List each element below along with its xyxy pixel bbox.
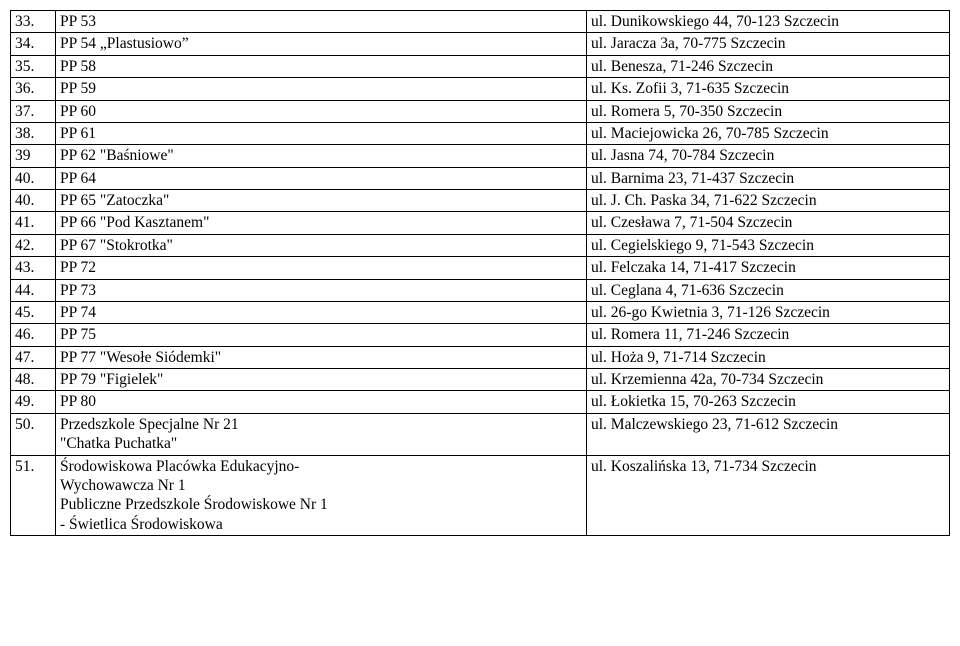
row-address: ul. Łokietka 15, 70-263 Szczecin: [587, 391, 950, 413]
row-number: 40.: [11, 190, 56, 212]
row-number: 44.: [11, 279, 56, 301]
table-row: 40.PP 64ul. Barnima 23, 71-437 Szczecin: [11, 167, 950, 189]
row-address: ul. Romera 5, 70-350 Szczecin: [587, 100, 950, 122]
row-address: ul. Ceglana 4, 71-636 Szczecin: [587, 279, 950, 301]
row-name: Przedszkole Specjalne Nr 21"Chatka Pucha…: [56, 413, 587, 455]
row-name: PP 62 "Baśniowe": [56, 145, 587, 167]
row-name: PP 58: [56, 55, 587, 77]
row-address: ul. Koszalińska 13, 71-734 Szczecin: [587, 455, 950, 536]
row-number: 46.: [11, 324, 56, 346]
row-address: ul. Czesława 7, 71-504 Szczecin: [587, 212, 950, 234]
row-number: 35.: [11, 55, 56, 77]
table-row: 35.PP 58ul. Benesza, 71-246 Szczecin: [11, 55, 950, 77]
row-number: 36.: [11, 78, 56, 100]
table-row: 40.PP 65 "Zatoczka"ul. J. Ch. Paska 34, …: [11, 190, 950, 212]
row-address: ul. Hoża 9, 71-714 Szczecin: [587, 346, 950, 368]
table-row: 37.PP 60ul. Romera 5, 70-350 Szczecin: [11, 100, 950, 122]
row-name: PP 74: [56, 301, 587, 323]
table-row: 49.PP 80ul. Łokietka 15, 70-263 Szczecin: [11, 391, 950, 413]
table-row: 50.Przedszkole Specjalne Nr 21"Chatka Pu…: [11, 413, 950, 455]
table-row: 43.PP 72ul. Felczaka 14, 71-417 Szczecin: [11, 257, 950, 279]
table-row: 36.PP 59ul. Ks. Zofii 3, 71-635 Szczecin: [11, 78, 950, 100]
row-number: 38.: [11, 122, 56, 144]
row-name: PP 67 "Stokrotka": [56, 234, 587, 256]
row-address: ul. Cegielskiego 9, 71-543 Szczecin: [587, 234, 950, 256]
row-number: 40.: [11, 167, 56, 189]
row-address: ul. Jaracza 3a, 70-775 Szczecin: [587, 33, 950, 55]
row-number: 49.: [11, 391, 56, 413]
row-number: 41.: [11, 212, 56, 234]
row-name: PP 73: [56, 279, 587, 301]
row-name: PP 79 "Figielek": [56, 369, 587, 391]
table-row: 33.PP 53ul. Dunikowskiego 44, 70-123 Szc…: [11, 11, 950, 33]
table-row: 45.PP 74ul. 26-go Kwietnia 3, 71-126 Szc…: [11, 301, 950, 323]
table-row: 46.PP 75ul. Romera 11, 71-246 Szczecin: [11, 324, 950, 346]
table-row: 38.PP 61ul. Maciejowicka 26, 70-785 Szcz…: [11, 122, 950, 144]
row-number: 50.: [11, 413, 56, 455]
row-address: ul. Dunikowskiego 44, 70-123 Szczecin: [587, 11, 950, 33]
table-row: 34.PP 54 „Plastusiowo”ul. Jaracza 3a, 70…: [11, 33, 950, 55]
row-number: 51.: [11, 455, 56, 536]
table-row: 42.PP 67 "Stokrotka"ul. Cegielskiego 9, …: [11, 234, 950, 256]
row-name: PP 64: [56, 167, 587, 189]
row-name: PP 53: [56, 11, 587, 33]
row-number: 39: [11, 145, 56, 167]
table-row: 51.Środowiskowa Placówka Edukacyjno-Wych…: [11, 455, 950, 536]
row-number: 33.: [11, 11, 56, 33]
row-address: ul. Barnima 23, 71-437 Szczecin: [587, 167, 950, 189]
row-name: PP 60: [56, 100, 587, 122]
row-name: PP 72: [56, 257, 587, 279]
row-name: PP 59: [56, 78, 587, 100]
row-address: ul. Benesza, 71-246 Szczecin: [587, 55, 950, 77]
row-address: ul. Malczewskiego 23, 71-612 Szczecin: [587, 413, 950, 455]
row-name: PP 75: [56, 324, 587, 346]
row-name: Środowiskowa Placówka Edukacyjno-Wychowa…: [56, 455, 587, 536]
row-number: 37.: [11, 100, 56, 122]
row-name: PP 54 „Plastusiowo”: [56, 33, 587, 55]
table-row: 47.PP 77 "Wesołe Siódemki"ul. Hoża 9, 71…: [11, 346, 950, 368]
table-row: 41.PP 66 "Pod Kasztanem"ul. Czesława 7, …: [11, 212, 950, 234]
row-address: ul. Jasna 74, 70-784 Szczecin: [587, 145, 950, 167]
row-number: 45.: [11, 301, 56, 323]
row-number: 42.: [11, 234, 56, 256]
table-row: 39PP 62 "Baśniowe"ul. Jasna 74, 70-784 S…: [11, 145, 950, 167]
row-address: ul. Maciejowicka 26, 70-785 Szczecin: [587, 122, 950, 144]
row-name: PP 80: [56, 391, 587, 413]
row-address: ul. Ks. Zofii 3, 71-635 Szczecin: [587, 78, 950, 100]
row-name: PP 61: [56, 122, 587, 144]
table-row: 48.PP 79 "Figielek"ul. Krzemienna 42a, 7…: [11, 369, 950, 391]
row-address: ul. J. Ch. Paska 34, 71-622 Szczecin: [587, 190, 950, 212]
row-address: ul. Romera 11, 71-246 Szczecin: [587, 324, 950, 346]
row-address: ul. Krzemienna 42a, 70-734 Szczecin: [587, 369, 950, 391]
row-number: 34.: [11, 33, 56, 55]
row-address: ul. Felczaka 14, 71-417 Szczecin: [587, 257, 950, 279]
row-name: PP 66 "Pod Kasztanem": [56, 212, 587, 234]
row-number: 47.: [11, 346, 56, 368]
row-number: 48.: [11, 369, 56, 391]
table-row: 44.PP 73ul. Ceglana 4, 71-636 Szczecin: [11, 279, 950, 301]
row-address: ul. 26-go Kwietnia 3, 71-126 Szczecin: [587, 301, 950, 323]
row-number: 43.: [11, 257, 56, 279]
address-table: 33.PP 53ul. Dunikowskiego 44, 70-123 Szc…: [10, 10, 950, 536]
row-name: PP 77 "Wesołe Siódemki": [56, 346, 587, 368]
row-name: PP 65 "Zatoczka": [56, 190, 587, 212]
